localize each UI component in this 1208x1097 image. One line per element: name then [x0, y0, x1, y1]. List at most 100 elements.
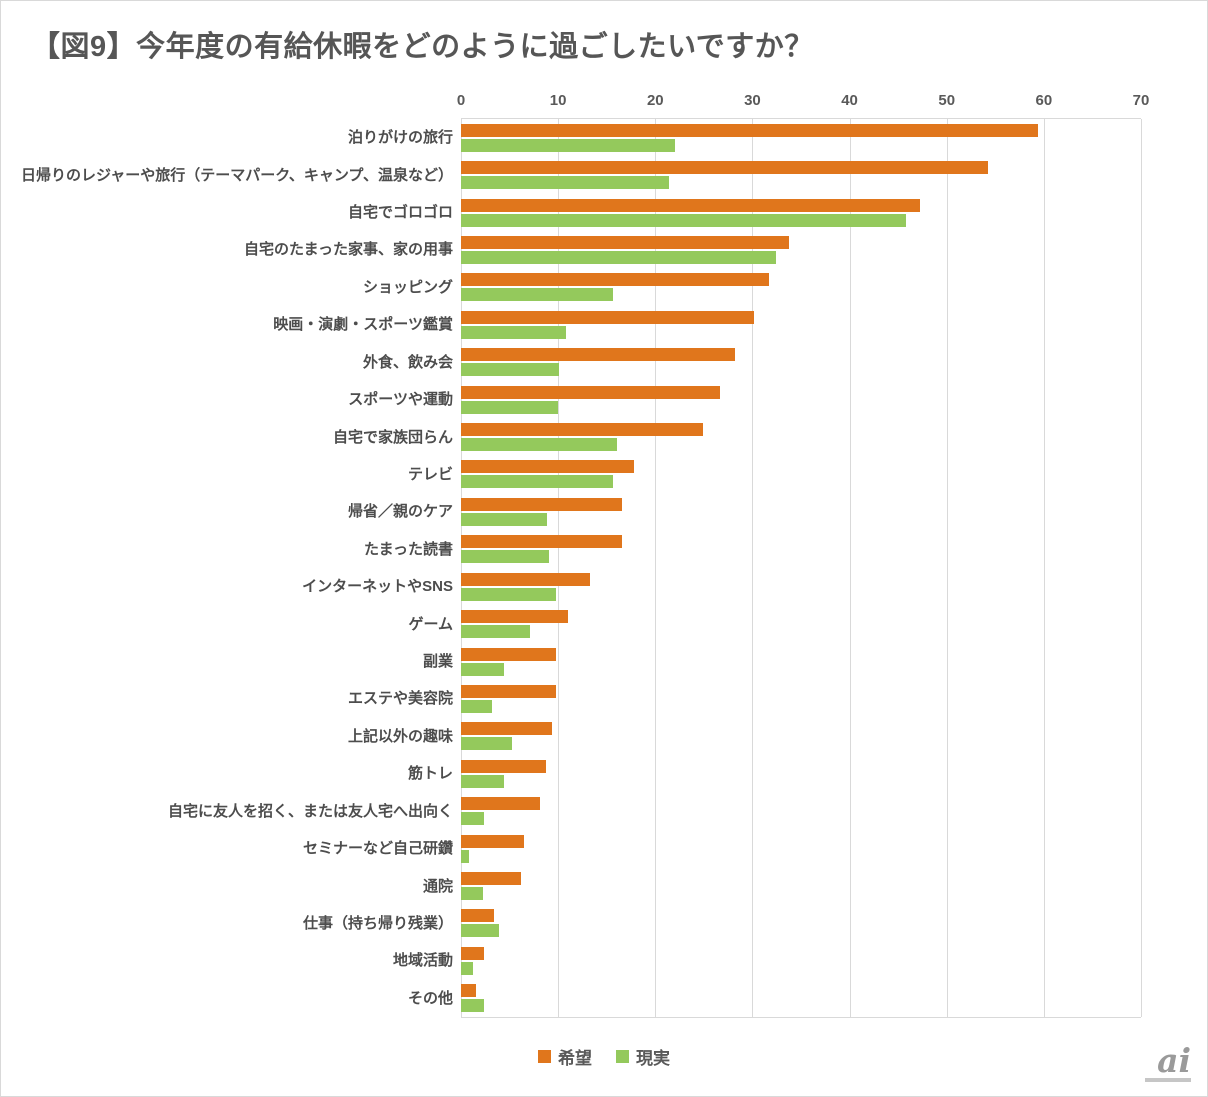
bar-row [461, 793, 1141, 830]
bar-row [461, 531, 1141, 568]
bar-hope [461, 423, 703, 437]
gridline [1141, 119, 1142, 1017]
bar-row [461, 718, 1141, 755]
bar-hope [461, 161, 989, 175]
bar-reality [461, 250, 776, 264]
category-label: ショッピング [362, 278, 453, 296]
bar-hope [461, 273, 769, 287]
bar-hope [461, 872, 522, 886]
bar-row [461, 231, 1141, 268]
bar-hope [461, 909, 495, 923]
category-label: 筋トレ [407, 765, 453, 783]
bar-row [461, 344, 1141, 381]
bar-reality [461, 325, 566, 339]
bar-row [461, 980, 1141, 1017]
bar-reality [461, 213, 906, 227]
gridline [752, 119, 754, 1017]
legend-swatch-reality [616, 1050, 629, 1063]
publisher-logo: ai [1145, 1040, 1191, 1082]
category-label: ゲーム [408, 615, 453, 633]
legend: 希望 現実 [1, 1044, 1207, 1069]
bar-row [461, 306, 1141, 343]
category-labels: 泊りがけの旅行 日帰りのレジャーや旅行（テーマパーク、キャンプ、温泉など） 自宅でゴ… [1, 118, 453, 1016]
bar-hope [461, 722, 553, 736]
bar-reality [461, 138, 675, 152]
bar-hope [461, 310, 755, 324]
bar-hope [461, 684, 557, 698]
bar-row [461, 119, 1141, 156]
bar-reality [461, 475, 613, 489]
bar-hope [461, 198, 921, 212]
bar-row [461, 381, 1141, 418]
bar-row [461, 942, 1141, 979]
bar-row [461, 456, 1141, 493]
category-label: 副業 [422, 653, 453, 671]
bar-rows [461, 119, 1141, 1017]
category-label: 日帰りのレジャーや旅行（テーマパーク、キャンプ、温泉など） [20, 166, 453, 184]
bar-reality [461, 849, 469, 863]
bar-reality [461, 999, 485, 1013]
category-label: 外食、飲み会 [362, 353, 453, 371]
category-label: 通院 [422, 877, 453, 895]
bar-reality [461, 887, 484, 901]
bar-reality [461, 737, 513, 751]
legend-label-hope: 希望 [558, 1049, 592, 1068]
bar-reality [461, 774, 504, 788]
gridline [849, 119, 851, 1017]
bar-reality [461, 587, 557, 601]
x-axis-tick: 70 [1132, 92, 1150, 109]
chart-title: 【図9】今年度の有給休暇をどのように過ごしたいですか？ [31, 31, 814, 63]
bar-reality [461, 550, 550, 564]
bar-row [461, 269, 1141, 306]
category-label: 上記以外の趣味 [347, 727, 453, 745]
category-label: テレビ [407, 465, 453, 483]
x-axis-tick: 30 [744, 92, 761, 109]
bar-hope [461, 797, 540, 811]
bar-row [461, 194, 1141, 231]
bar-row [461, 643, 1141, 680]
category-label: 仕事（持ち帰り残業） [302, 914, 453, 932]
category-label: スポーツや運動 [348, 391, 453, 409]
category-label: 自宅のたまった家事、家の用事 [244, 241, 453, 259]
bar-row [461, 418, 1141, 455]
legend-swatch-hope [538, 1050, 551, 1063]
bar-reality [461, 812, 485, 826]
publisher-logo-text: ai [1157, 1040, 1191, 1080]
bar-hope [461, 123, 1039, 137]
category-label: 自宅に友人を招く、または友人宅へ出向く [167, 802, 453, 820]
bar-reality [461, 512, 548, 526]
bar-hope [461, 535, 623, 549]
plot-area [461, 118, 1142, 1018]
bar-row [461, 605, 1141, 642]
bar-hope [461, 348, 735, 362]
bar-hope [461, 385, 721, 399]
bar-reality [461, 662, 504, 676]
x-axis-tick: 20 [646, 92, 664, 109]
x-axis-tick: 50 [938, 92, 956, 109]
category-label: 帰省／親のケア [347, 503, 453, 521]
bar-row [461, 493, 1141, 530]
bar-reality [461, 438, 618, 452]
bar-row [461, 867, 1141, 904]
category-label: 映画・演劇・スポーツ鑑賞 [273, 316, 453, 334]
x-axis-tick: 40 [841, 92, 858, 109]
bar-row [461, 568, 1141, 605]
bar-hope [461, 834, 525, 848]
category-label: インターネットやSNS [302, 578, 453, 596]
category-label: セミナーなど自己研鑽 [302, 840, 453, 858]
bar-reality [461, 924, 499, 938]
category-label: その他 [407, 989, 453, 1007]
bar-reality [461, 288, 613, 302]
gridline [946, 119, 948, 1017]
category-label: たまった読書 [364, 540, 453, 558]
x-axis-tick: 0 [456, 92, 466, 109]
category-label: 自宅で家族団らん [332, 428, 453, 446]
bar-hope [461, 984, 476, 998]
gridline [558, 119, 560, 1017]
gridline [461, 119, 462, 1017]
category-label: 地域活動 [392, 952, 453, 970]
bar-hope [461, 759, 546, 773]
bar-hope [461, 235, 790, 249]
bar-row [461, 830, 1141, 867]
